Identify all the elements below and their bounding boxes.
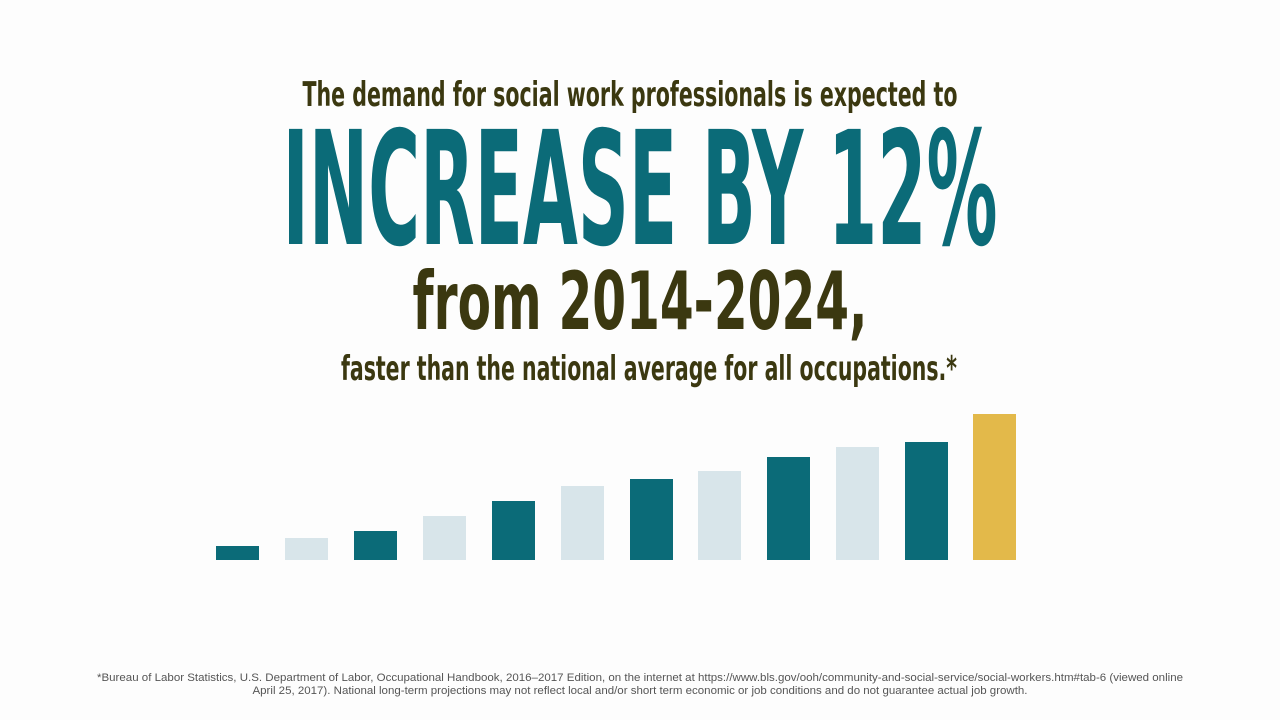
bar — [973, 414, 1016, 560]
footnote-line: *Bureau of Labor Statistics, U.S. Depart… — [97, 672, 1183, 684]
bar — [423, 516, 466, 560]
bar — [285, 538, 328, 560]
period-text: from 2014-2024, — [413, 255, 868, 348]
bar — [216, 546, 259, 560]
bar — [492, 501, 535, 560]
bar — [354, 531, 397, 560]
bar — [561, 486, 604, 560]
footnote-line: April 25, 2017). National long-term proj… — [253, 685, 1028, 697]
comparison-text: faster than the national average for all… — [341, 349, 957, 389]
bar — [698, 471, 741, 560]
emphasis-text: INCREASE BY 12% — [283, 98, 998, 282]
bar — [836, 447, 879, 560]
intro-text: The demand for social work professionals… — [303, 75, 958, 115]
bar — [630, 479, 673, 560]
bar — [905, 442, 948, 560]
bar — [767, 457, 810, 560]
decorative-bars — [216, 414, 1016, 560]
